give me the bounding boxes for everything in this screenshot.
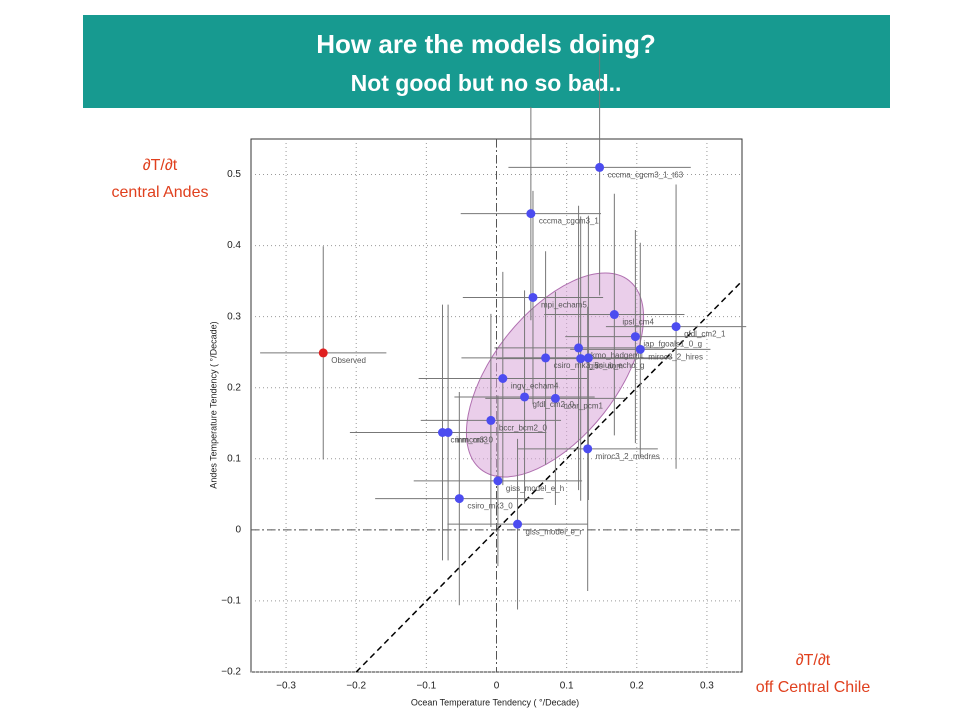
y-tick-label: −0.1	[221, 596, 241, 607]
point	[576, 354, 586, 364]
point-label: miub_echo_g	[596, 361, 644, 370]
point	[550, 393, 560, 403]
x-tick-label: −0.1	[416, 681, 436, 692]
point	[630, 332, 640, 342]
point-label: bccr_bcm2_0	[499, 424, 548, 433]
point-label: csiro_mk3_0	[467, 502, 513, 511]
point	[498, 373, 508, 383]
point-label: miroc3_2_medres	[596, 452, 660, 461]
point	[437, 428, 447, 438]
title: How are the models doing?	[316, 29, 655, 59]
annotation: central Andes	[112, 184, 209, 201]
y-tick-label: 0.3	[227, 311, 241, 322]
point-label: giss_model_e_r	[526, 527, 583, 536]
point	[671, 322, 681, 332]
point	[318, 348, 328, 358]
x-axis-label: Ocean Temperature Tendency ( °/Decade)	[411, 697, 579, 707]
point	[541, 353, 551, 363]
y-axis-label: Andes Temperature Tendency ( °/Decade)	[208, 321, 218, 488]
title-banner	[83, 15, 890, 108]
x-tick-label: −0.2	[346, 681, 366, 692]
annotation: ∂T/∂t	[796, 652, 831, 669]
y-tick-label: 0.2	[227, 382, 241, 393]
point-label: cccma_cgcm3_1_t63	[608, 171, 684, 180]
point-label: giss_model_e_h	[506, 484, 564, 493]
y-tick-label: −0.2	[221, 667, 241, 678]
one-to-one-line	[355, 280, 743, 673]
point-label: csiro_mk3_5	[554, 361, 600, 370]
y-tick-label: 0.5	[227, 169, 241, 180]
point-label: gfdl_cm2_1	[684, 330, 726, 339]
point	[486, 415, 496, 425]
point	[520, 392, 530, 402]
y-tick-label: 0.1	[227, 453, 241, 464]
y-tick-label: 0.4	[227, 240, 241, 251]
point-label: mpi_echam5	[541, 301, 587, 310]
subtitle: Not good but no so bad..	[351, 70, 622, 96]
x-tick-label: 0.2	[630, 681, 644, 692]
point	[609, 310, 619, 320]
point	[528, 292, 538, 302]
point-label: miroc3_2_hires	[648, 352, 703, 361]
point	[595, 162, 605, 172]
point	[513, 519, 523, 529]
point-label: cnrm_cm3	[450, 436, 488, 445]
plot: −0.3 −0.2 −0.1 0 0.1 0.2 0.3 −0.2 −0.1 0 0.1 0.2 0.3…	[221, 39, 747, 692]
point-label: ukmo_hadgem1	[587, 351, 645, 360]
x-tick-label: 0.1	[560, 681, 574, 692]
point-label: ingv_echam4	[511, 382, 559, 391]
y-tick-label: 0	[235, 525, 241, 536]
point	[493, 476, 503, 486]
point	[583, 353, 593, 363]
point	[635, 344, 645, 354]
point-label: Observed	[331, 356, 366, 365]
point-label: gfdl_cm2_0	[533, 400, 575, 409]
x-tick-label: −0.3	[276, 681, 296, 692]
x-tick-label: 0.3	[700, 681, 714, 692]
point	[574, 343, 584, 353]
point-label: iap_fgoals1_0_g	[643, 340, 702, 349]
annotation: ∂T/∂t	[143, 157, 178, 174]
point-label: inmcm3_0	[456, 436, 493, 445]
point-label: ncar_pcm1	[563, 402, 603, 411]
annotation: off Central Chile	[756, 679, 871, 696]
point	[454, 494, 464, 504]
point	[583, 444, 593, 454]
point-label: cccma_cgcm3_1	[539, 217, 600, 226]
point-label: ipsl_cm4	[622, 318, 654, 327]
point	[526, 209, 536, 219]
point-label: giss_aom	[589, 362, 624, 371]
x-tick-label: 0	[494, 681, 500, 692]
